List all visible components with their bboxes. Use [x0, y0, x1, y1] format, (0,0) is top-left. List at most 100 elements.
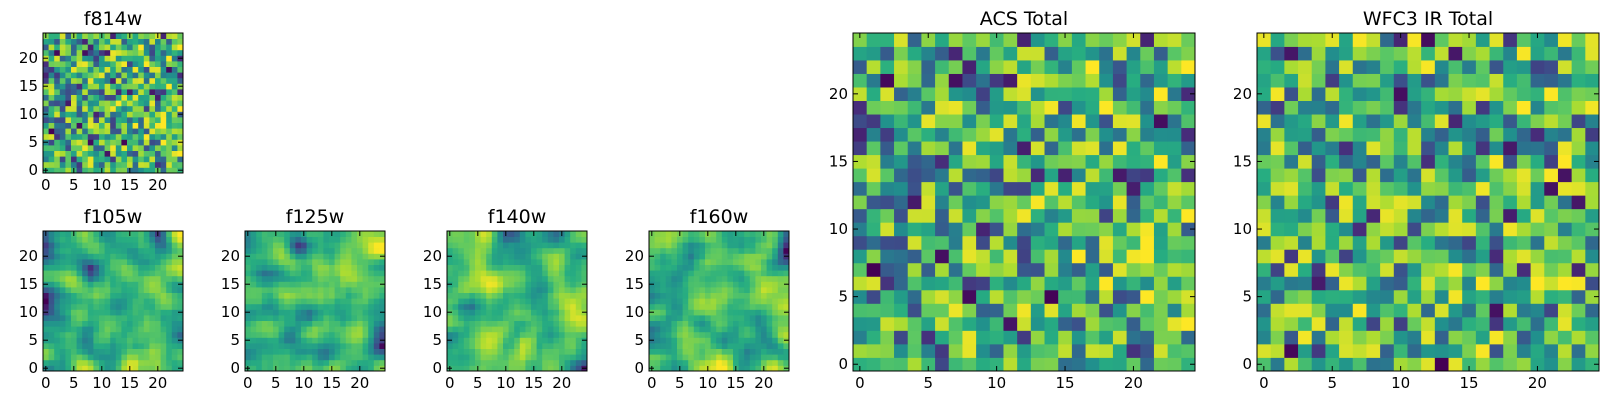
heatmap-cell: [155, 275, 161, 282]
heatmap-cell: [76, 105, 83, 112]
heatmap-cell: [989, 289, 1004, 304]
heatmap-cell: [1339, 357, 1354, 372]
heatmap-cell: [312, 315, 319, 321]
heatmap-cell: [989, 154, 1004, 169]
heatmap-cell: [329, 275, 335, 282]
heatmap-cell: [866, 127, 881, 142]
heatmap-cell: [777, 242, 784, 249]
heatmap-cell: [1167, 100, 1182, 115]
heatmap-cell: [166, 242, 173, 249]
heatmap-cell: [87, 100, 94, 107]
heatmap-cell: [323, 331, 330, 338]
heatmap-cell: [531, 348, 537, 355]
heatmap-cell: [1571, 222, 1586, 237]
heatmap-cell: [1058, 46, 1073, 61]
heatmap-cell: [71, 359, 77, 366]
heatmap-cell: [171, 270, 178, 277]
heatmap-cell: [486, 343, 493, 349]
heatmap-cell: [1585, 141, 1600, 156]
heatmap-cell: [525, 236, 532, 243]
heatmap-cell: [1475, 316, 1490, 331]
heatmap-cell: [43, 275, 49, 282]
heatmap-cell: [138, 309, 145, 316]
heatmap-cell: [531, 242, 537, 249]
heatmap-cell: [115, 331, 122, 338]
heatmap-cell: [155, 309, 161, 316]
heatmap-cell: [166, 100, 173, 107]
heatmap-cell: [379, 303, 386, 310]
heatmap-cell: [705, 242, 711, 249]
heatmap-cell: [82, 72, 89, 79]
heatmap-cell: [99, 55, 105, 62]
heatmap-cell: [772, 331, 779, 338]
heatmap-cell: [1126, 181, 1141, 196]
heatmap-cell: [1407, 114, 1422, 129]
heatmap-cell: [519, 315, 526, 321]
heatmap-cell: [357, 287, 363, 293]
heatmap-cell: [93, 44, 100, 51]
heatmap-cell: [373, 287, 380, 293]
heatmap-cell: [1571, 181, 1586, 196]
heatmap-cell: [1352, 262, 1367, 277]
heatmap-cell: [660, 281, 667, 288]
heatmap-cell: [553, 320, 560, 327]
heatmap-cell: [166, 259, 173, 265]
heatmap-cell: [480, 247, 487, 254]
heatmap-cell: [87, 128, 94, 135]
heatmap-cell: [295, 303, 302, 310]
heatmap-cell: [155, 44, 161, 51]
heatmap-cell: [323, 303, 330, 310]
heatmap-cell: [772, 259, 779, 265]
heatmap-cell: [54, 259, 61, 265]
heatmap-cell: [649, 359, 655, 366]
heatmap-cell: [1126, 316, 1141, 331]
heatmap-cell: [525, 337, 532, 344]
heatmap-cell: [721, 253, 728, 260]
heatmap-cell: [121, 161, 128, 168]
heatmap-cell: [171, 111, 178, 118]
heatmap-cell: [143, 242, 150, 249]
heatmap-cell: [525, 270, 532, 277]
heatmap-cell: [284, 365, 291, 372]
heatmap-cell: [138, 343, 145, 349]
heatmap-cell: [699, 287, 706, 293]
heatmap-cell: [301, 303, 307, 310]
heatmap-cell: [65, 264, 72, 271]
heatmap-cell: [1571, 100, 1586, 115]
heatmap-cell: [486, 236, 493, 243]
heatmap-cell: [469, 303, 476, 310]
heatmap-cell: [267, 326, 274, 333]
heatmap-cell: [267, 365, 274, 372]
heatmap-cell: [59, 66, 66, 73]
heatmap-cell: [880, 235, 895, 250]
heatmap-cell: [1298, 46, 1313, 61]
heatmap-cell: [1489, 60, 1504, 74]
heatmap-cell: [1448, 262, 1463, 277]
heatmap-cell: [665, 320, 672, 327]
heatmap-cell: [777, 259, 784, 265]
heatmap-cell: [654, 326, 661, 333]
heatmap-cell: [1030, 195, 1045, 210]
heatmap-cell: [458, 359, 465, 366]
heatmap-cell: [362, 303, 369, 310]
heatmap-cell: [570, 242, 577, 249]
heatmap-cell: [87, 83, 94, 90]
heatmap-cell: [334, 337, 341, 344]
heatmap-cell: [160, 298, 167, 305]
heatmap-cell: [1585, 249, 1600, 264]
heatmap-cell: [880, 60, 895, 74]
heatmap-cell: [1407, 343, 1422, 358]
heatmap-cell: [1544, 181, 1559, 196]
heatmap-cell: [166, 33, 173, 39]
heatmap-cell: [166, 287, 173, 293]
heatmap-cell: [447, 264, 453, 271]
heatmap-cell: [132, 89, 139, 95]
heatmap-cell: [362, 359, 369, 366]
heatmap-cell: [1503, 33, 1518, 47]
heatmap-cell: [1530, 195, 1545, 210]
heatmap-cell: [329, 281, 335, 288]
heatmap-cell: [1140, 330, 1155, 345]
heatmap-cell: [345, 326, 352, 333]
heatmap-cell: [43, 89, 49, 95]
heatmap-cell: [143, 365, 150, 372]
